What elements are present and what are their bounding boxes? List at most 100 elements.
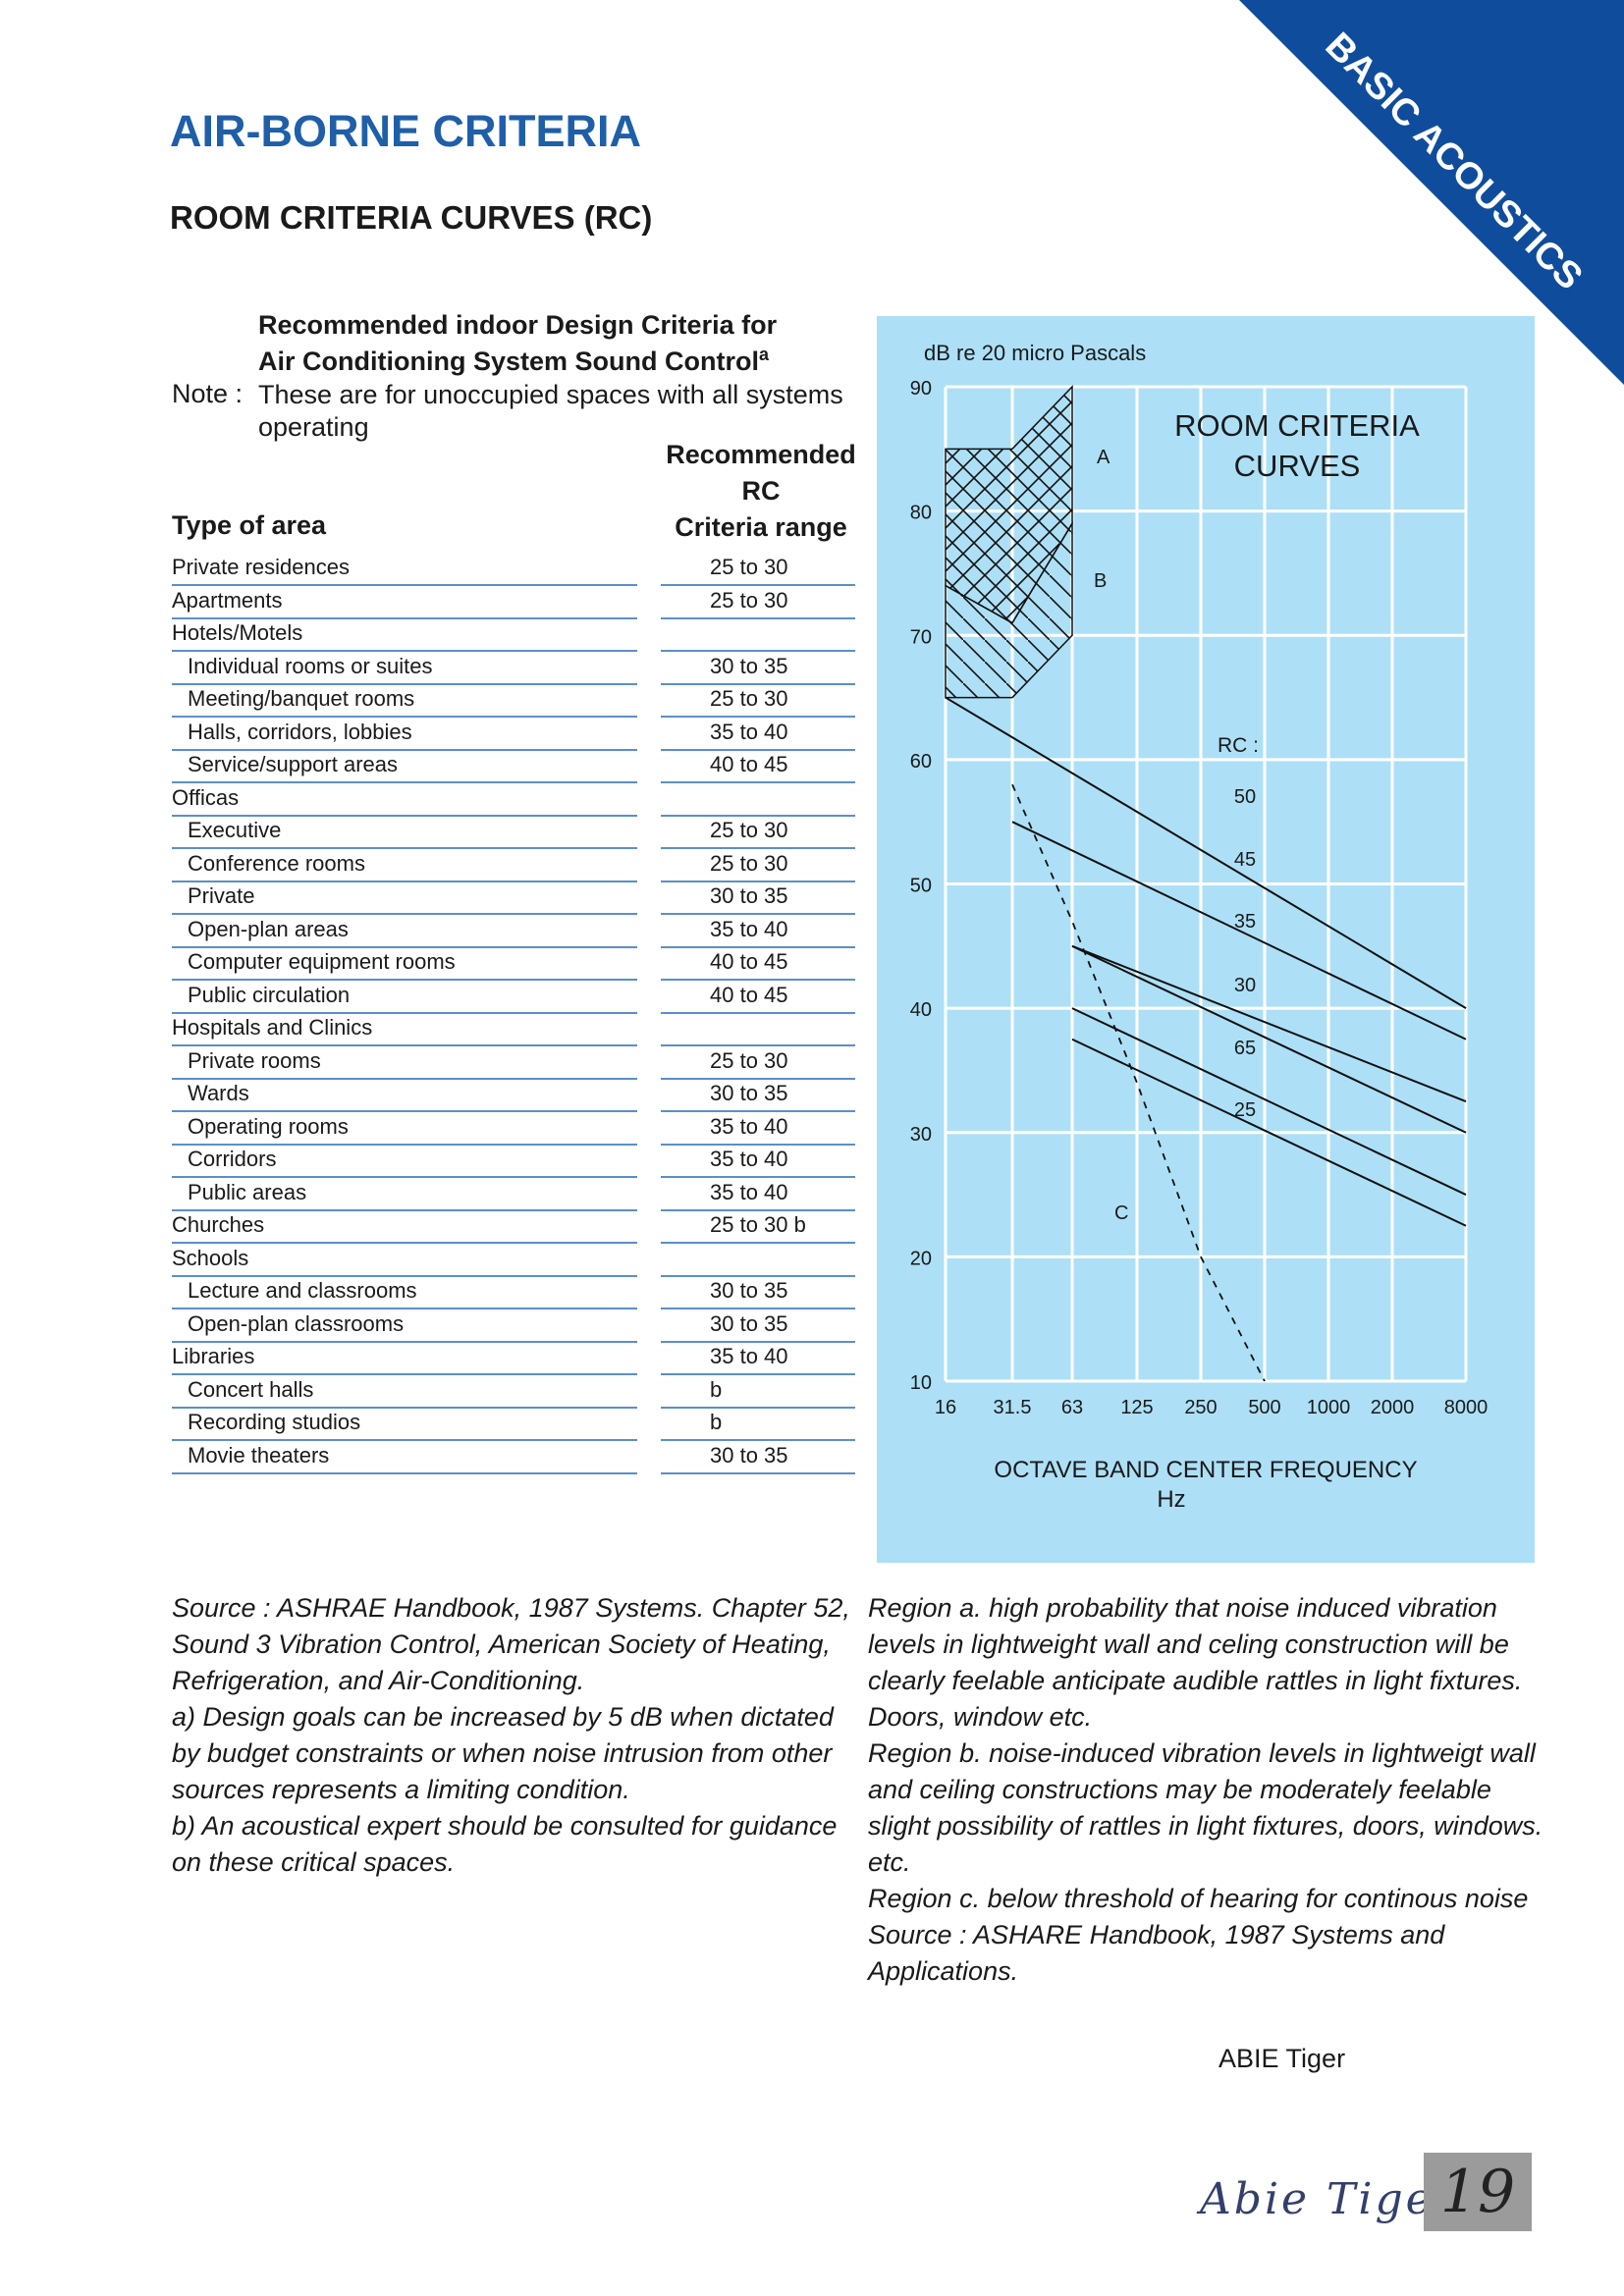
- x-tick-label: 16: [935, 1397, 956, 1418]
- rc-range-cell: [661, 1246, 855, 1277]
- rc-curve-line: [1071, 1007, 1467, 1196]
- table-row: Movie theaters 30 to 35: [172, 1441, 859, 1474]
- table-heading: Recommended indoor Design Criteria for A…: [258, 310, 777, 376]
- x-tick-label: 2000: [1371, 1397, 1415, 1418]
- table-row: Officas: [172, 783, 859, 817]
- y-tick-label: 30: [910, 1124, 932, 1146]
- table-row: Private residences 25 to 30: [172, 553, 859, 586]
- table-row: Apartments 25 to 30: [172, 586, 859, 619]
- area-type-cell: Public circulation: [172, 983, 637, 1014]
- table-row: Corridors 35 to 40: [172, 1145, 859, 1178]
- rc-range-cell: [661, 1015, 855, 1046]
- x-axis-label-line1: OCTAVE BAND CENTER FREQUENCY: [994, 1457, 1417, 1483]
- area-type-cell: Conference rooms: [172, 851, 637, 882]
- area-type-cell: Corridors: [172, 1147, 637, 1178]
- area-type-cell: Private rooms: [172, 1048, 637, 1080]
- area-type-cell: Operating rooms: [172, 1114, 637, 1146]
- table-row: Concert halls b: [172, 1375, 859, 1409]
- y-axis-label: dB re 20 micro Pascals: [924, 341, 1146, 365]
- page-number-box: 19: [1424, 2153, 1532, 2231]
- table-row: Public areas 35 to 40: [172, 1178, 859, 1211]
- table-row: Computer equipment rooms 40 to 45: [172, 947, 859, 981]
- table-row: Open-plan classrooms 30 to 35: [172, 1309, 859, 1343]
- region-label: B: [1094, 570, 1107, 592]
- area-type-cell: Libraries: [172, 1344, 637, 1375]
- table-row: Private 30 to 35: [172, 881, 859, 915]
- area-type-cell: Private: [172, 883, 637, 915]
- area-type-cell: Individual rooms or suites: [172, 654, 637, 685]
- rc-range-cell: 35 to 40: [661, 917, 855, 948]
- rc-range-cell: 30 to 35: [661, 654, 855, 685]
- rc-curve-label: 25: [1234, 1099, 1256, 1121]
- x-tick-label: 8000: [1444, 1397, 1489, 1418]
- chart-title-line1: ROOM CRITERIA: [1174, 408, 1420, 443]
- note-label: Note :: [172, 379, 244, 408]
- rc-range-cell: 30 to 35: [661, 1081, 855, 1112]
- rc-range-cell: 30 to 35: [661, 1311, 855, 1343]
- y-tick-label: 70: [910, 626, 932, 648]
- rc-chart: 90 80 70 60 50 40 30 20 10 16 31.5 63 125 250 500 1000 2…: [877, 316, 1535, 1563]
- table-row: Recording studios b: [172, 1408, 859, 1441]
- area-type-cell: Service/support areas: [172, 752, 637, 783]
- footnotes-right: Region a. high probability that noise in…: [868, 1590, 1545, 1990]
- footnote-paragraph: Region c. below threshold of hearing for…: [868, 1884, 1529, 1913]
- rc-curve-line: [1071, 944, 1467, 1103]
- rc-range-cell: 30 to 35: [661, 1443, 855, 1474]
- footnote-paragraph: Region a. high probability that noise in…: [868, 1593, 1523, 1732]
- area-type-cell: Movie theaters: [172, 1443, 637, 1474]
- rc-curve-label: 45: [1234, 849, 1256, 871]
- table-row: Open-plan areas 35 to 40: [172, 915, 859, 948]
- threshold-curve-c: [1011, 783, 1266, 1382]
- note-text: These are for unoccupied spaces with all…: [258, 380, 843, 442]
- region-label: C: [1114, 1202, 1128, 1224]
- table-row: Conference rooms 25 to 30: [172, 849, 859, 882]
- author-name: ABIE Tiger: [1218, 2044, 1346, 2073]
- y-tick-label: 10: [910, 1372, 932, 1394]
- rc-range-cell: 30 to 35: [661, 883, 855, 915]
- footnote-paragraph: Region b. noise-induced vibration levels…: [868, 1738, 1543, 1877]
- area-type-cell: Lecture and classrooms: [172, 1278, 637, 1309]
- rc-curve-label: 35: [1234, 911, 1256, 933]
- x-tick-label: 31.5: [994, 1397, 1032, 1418]
- table-heading-line1: Recommended indoor Design Criteria for: [258, 310, 778, 340]
- footnotes-left: Source : ASHRAE Handbook, 1987 Systems. …: [172, 1590, 859, 1881]
- rc-curve-label: 65: [1234, 1038, 1256, 1059]
- y-tick-label: 80: [910, 503, 932, 524]
- section-title: ROOM CRITERIA CURVES (RC): [170, 199, 653, 236]
- rc-range-cell: 35 to 40: [661, 720, 855, 751]
- signature: Abie Tiger: [1200, 2174, 1458, 2224]
- y-tick-label: 90: [910, 378, 932, 400]
- area-type-cell: Churches: [172, 1212, 637, 1244]
- rc-range-cell: 25 to 30: [661, 851, 855, 882]
- chart-title-line2: CURVES: [1234, 449, 1361, 483]
- y-tick-label: 60: [910, 751, 932, 773]
- area-type-cell: Hotels/Motels: [172, 620, 637, 652]
- table-row: Operating rooms 35 to 40: [172, 1112, 859, 1146]
- corner-banner-label: BASIC ACOUSTICS: [1317, 26, 1590, 298]
- rc-range-cell: 25 to 30: [661, 818, 855, 849]
- table-row: Churches 25 to 30 b: [172, 1210, 859, 1244]
- table-heading-line2: Air Conditioning System Sound Controla: [258, 345, 769, 376]
- x-tick-label: 500: [1248, 1397, 1280, 1418]
- rc-range-cell: 35 to 40: [661, 1147, 855, 1178]
- rc-range-cell: 35 to 40: [661, 1114, 855, 1146]
- area-type-cell: Open-plan classrooms: [172, 1311, 637, 1343]
- footnote-paragraph: a) Design goals can be increased by 5 dB…: [172, 1702, 834, 1804]
- table-row: Individual rooms or suites 30 to 35: [172, 652, 859, 685]
- rc-range-cell: b: [661, 1410, 855, 1441]
- rc-range-cell: 35 to 40: [661, 1180, 855, 1211]
- rc-curve-label: 30: [1234, 975, 1256, 996]
- rc-label: RC :: [1218, 734, 1259, 757]
- table-row: Service/support areas 40 to 45: [172, 750, 859, 783]
- page-title: AIR-BORNE CRITERIA: [170, 106, 641, 156]
- footnote-paragraph: Source : ASHRAE Handbook, 1987 Systems. …: [172, 1593, 850, 1695]
- area-type-cell: Computer equipment rooms: [172, 949, 637, 981]
- rc-range-cell: 40 to 45: [661, 983, 855, 1014]
- page-number: 19: [1439, 2158, 1516, 2226]
- x-axis-label-line2: Hz: [1157, 1486, 1185, 1513]
- rc-range-cell: 25 to 30: [661, 686, 855, 718]
- area-type-cell: Open-plan areas: [172, 917, 637, 948]
- area-type-cell: Public areas: [172, 1180, 637, 1211]
- table-row: Wards 30 to 35: [172, 1079, 859, 1112]
